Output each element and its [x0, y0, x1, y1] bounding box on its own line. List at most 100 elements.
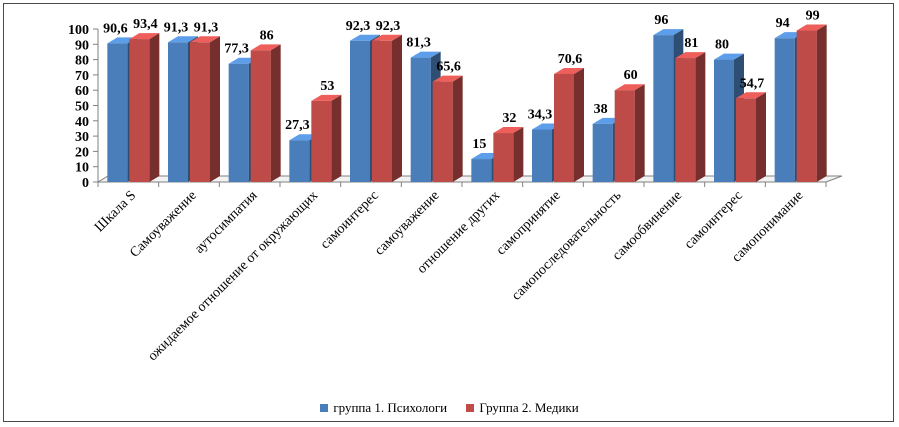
data-label: 54,7 — [740, 76, 765, 91]
y-tick-label: 70 — [75, 69, 89, 84]
data-label: 92,3 — [376, 19, 401, 34]
y-tick-label: 20 — [75, 145, 89, 160]
bar-side — [695, 52, 706, 182]
bar — [372, 34, 402, 182]
bar-top — [736, 92, 766, 99]
bar-top — [190, 36, 220, 43]
bar-front — [168, 42, 188, 182]
bar-front — [129, 39, 150, 183]
legend-label-series-2: Группа 2. Медики — [479, 400, 579, 415]
bar — [129, 33, 160, 183]
x-category-label: аутосимпатия — [192, 188, 261, 257]
data-label: 38 — [594, 102, 608, 117]
data-label: 32 — [502, 111, 516, 126]
bar-top — [168, 36, 198, 43]
bar-top — [432, 75, 463, 82]
bar-front — [774, 38, 795, 183]
data-label: 27,3 — [285, 118, 310, 133]
data-label: 53 — [320, 79, 334, 94]
bar-top — [653, 29, 684, 36]
chart-frame: 0 10 20 30 40 50 60 70 80 90 100 90,6 91,3 77,3 27,3 9… — [3, 3, 894, 422]
bar-front — [554, 73, 574, 182]
bar-top — [796, 24, 827, 31]
bar-top — [675, 52, 706, 59]
legend-swatch-series-1 — [320, 404, 329, 412]
data-label: 77,3 — [224, 42, 249, 57]
y-tick-label: 40 — [75, 115, 89, 130]
bar-front — [653, 35, 674, 183]
bar-front — [289, 140, 310, 182]
bar-top — [714, 53, 744, 60]
data-label: 81 — [684, 36, 698, 51]
bar-front — [736, 98, 756, 182]
bar-top — [410, 51, 441, 58]
bar-front — [190, 42, 210, 182]
bar-side — [210, 36, 220, 182]
bar-front — [311, 100, 332, 182]
legend-label-series-1: группа 1. Психологи — [333, 400, 448, 415]
bar-front — [796, 30, 817, 183]
bar-top — [614, 84, 645, 91]
bar — [493, 127, 524, 182]
data-label: 15 — [472, 137, 486, 152]
bar-side — [513, 127, 524, 182]
bar-front — [410, 57, 431, 182]
bar — [675, 52, 706, 182]
bar-side — [634, 84, 645, 182]
category-labels: Шкала SСамоуважениеаутосимпатияожидаемое… — [92, 188, 806, 364]
bar-front — [471, 159, 492, 182]
bar-side — [756, 92, 766, 182]
data-label: 91,3 — [164, 20, 189, 35]
bar-side — [816, 24, 827, 183]
legend-item-series-1: группа 1. Психологи — [320, 400, 447, 416]
bars — [107, 24, 827, 183]
bar-front — [493, 133, 514, 182]
data-label: 91,3 — [194, 20, 219, 35]
bar — [311, 94, 342, 182]
data-label: 93,4 — [133, 17, 158, 32]
bar-front — [592, 123, 613, 182]
bar-top — [311, 94, 342, 101]
bar-front — [532, 129, 552, 182]
x-category-label: Шкала S — [92, 188, 139, 235]
bar-front — [714, 59, 734, 182]
bar — [796, 24, 827, 183]
bar-side — [574, 67, 584, 182]
bar-front — [614, 90, 635, 182]
y-tick-label: 50 — [75, 100, 89, 115]
bar-front — [107, 43, 128, 182]
legend-item-series-2: Группа 2. Медики — [466, 400, 579, 416]
bar-front — [432, 81, 453, 182]
bar — [432, 75, 463, 182]
y-tick-label: 0 — [82, 176, 89, 191]
data-label: 86 — [260, 28, 274, 43]
bar-front — [350, 40, 370, 182]
data-label: 80 — [715, 38, 729, 53]
bar-side — [149, 33, 160, 183]
bar-top — [554, 67, 584, 74]
y-tick-label: 10 — [75, 161, 89, 176]
bar-top — [129, 33, 160, 40]
data-label: 92,3 — [346, 19, 371, 34]
x-category-label: самопоследовательность — [509, 188, 624, 303]
bar-side — [452, 75, 463, 182]
bar-side — [331, 94, 342, 182]
y-tick-label: 80 — [75, 54, 89, 69]
data-label: 96 — [654, 13, 668, 28]
data-label: 60 — [624, 68, 638, 83]
data-label: 99 — [806, 9, 820, 24]
x-category-label: самоинтерес — [682, 188, 746, 252]
bar-front — [228, 63, 249, 182]
y-tick-label: 90 — [75, 38, 89, 53]
data-labels: 90,6 91,3 77,3 27,3 92,3 81,3 15 34,3 38 96 80 94 93… — [103, 9, 820, 153]
bar-side — [270, 44, 281, 182]
bar-top — [372, 34, 402, 41]
data-label: 70,6 — [558, 52, 583, 67]
bar — [190, 36, 220, 182]
x-category-label: самоинтерес — [318, 188, 382, 252]
y-tick-label: 60 — [75, 84, 89, 99]
legend: группа 1. Психологи Группа 2. Медики — [4, 400, 895, 416]
bar-side — [392, 34, 402, 182]
y-tick-label: 30 — [75, 130, 89, 145]
